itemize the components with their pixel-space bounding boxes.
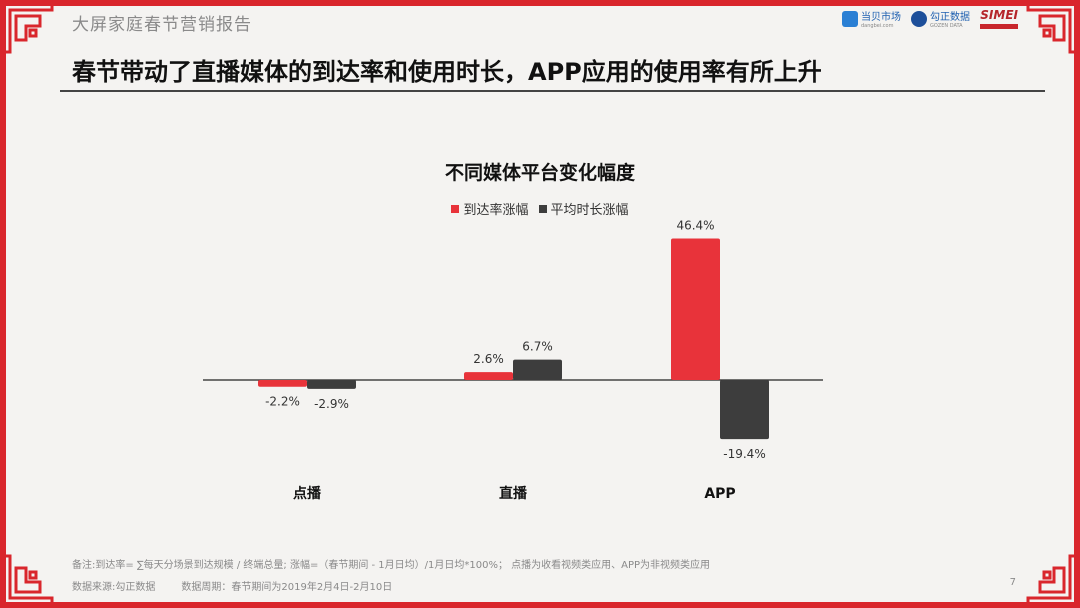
legend-swatch-reach (451, 204, 460, 213)
data-label: -2.2% (265, 395, 300, 409)
simei-logo-text: SIMEI (980, 7, 1018, 22)
footnote: 备注:到达率= ∑每天分场景到达规模 / 终端总量; 涨幅=（春节期间 - 1月… (72, 560, 711, 571)
category-label: 直播 (499, 485, 528, 502)
bar-duration (720, 380, 769, 440)
bar-duration (307, 380, 356, 389)
gozen-logo-sub: GOZEN DATA (930, 23, 963, 29)
dangbei-logo-sub: dangbei.com (861, 23, 894, 29)
corner-ornament-icon (0, 0, 54, 54)
legend-item-duration: 平均时长涨幅 (538, 199, 629, 218)
data-label: 2.6% (473, 352, 504, 366)
data-label: 46.4% (676, 218, 714, 232)
frame-left-border (0, 0, 6, 608)
data-label: 6.7% (522, 340, 553, 354)
data-source: 数据来源:勾正数据 (72, 582, 156, 593)
frame-top-border (0, 0, 1080, 6)
report-title: 大屏家庭春节营销报告 (72, 15, 252, 35)
page-number: 7 (1009, 577, 1016, 588)
gozen-logo-icon (911, 10, 927, 27)
legend-label-duration: 平均时长涨幅 (550, 203, 629, 218)
bar-reach (464, 372, 513, 380)
gozen-logo-text: 勾正数据 (930, 12, 970, 23)
legend-swatch-duration (538, 204, 547, 213)
dangbei-logo-icon (842, 10, 858, 27)
frame-right-border (1074, 0, 1080, 608)
bar-reach (671, 238, 720, 380)
corner-ornament-icon (1026, 554, 1080, 608)
simei-logo: SIMEI (980, 9, 1018, 29)
source-line: 数据来源:勾正数据 数据周期：春节期间为2019年2月4日-2月10日 (72, 578, 392, 593)
chart-legend: 到达率涨幅 平均时长涨幅 (0, 199, 1080, 218)
legend-item-reach: 到达率涨幅 (451, 199, 529, 218)
dangbei-logo-text: 当贝市场 (861, 12, 901, 23)
page-headline: 春节带动了直播媒体的到达率和使用时长，APP应用的使用率有所上升 (72, 58, 822, 86)
gozen-logo: 勾正数据 GOZEN DATA (911, 8, 970, 29)
data-period: 数据周期：春节期间为2019年2月4日-2月10日 (181, 582, 393, 593)
category-label: 点播 (293, 485, 322, 502)
data-label: -2.9% (314, 397, 349, 411)
corner-ornament-icon (1026, 0, 1080, 54)
frame-bottom-border (0, 602, 1080, 608)
bar-duration (513, 359, 562, 380)
data-label: -19.4% (723, 447, 765, 461)
partner-logos: 当贝市场 dangbei.com 勾正数据 GOZEN DATA SIMEI (842, 8, 1018, 29)
legend-label-reach: 到达率涨幅 (463, 203, 529, 218)
bar-reach (258, 380, 307, 387)
dangbei-logo: 当贝市场 dangbei.com (842, 8, 901, 29)
headline-divider (60, 90, 1045, 92)
simei-logo-bar (980, 23, 1018, 29)
chart-title: 不同媒体平台变化幅度 (444, 162, 635, 184)
corner-ornament-icon (0, 554, 54, 608)
category-label: APP (704, 486, 735, 502)
